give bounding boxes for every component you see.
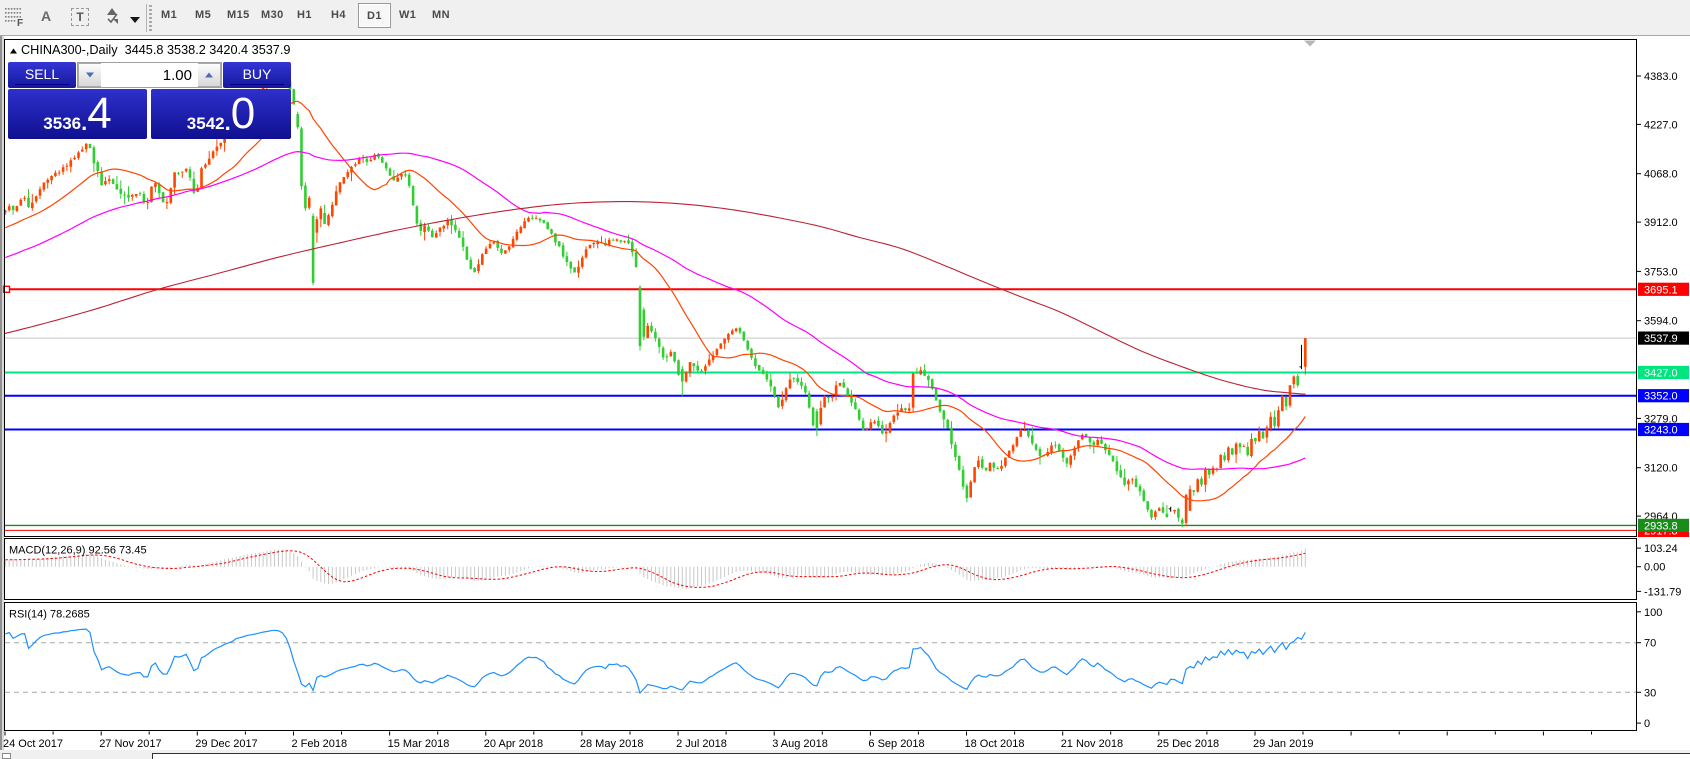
svg-text:3427.0: 3427.0 [1644,368,1678,380]
svg-text:2 Jul 2018: 2 Jul 2018 [676,738,727,750]
svg-text:0.00: 0.00 [1644,562,1665,574]
svg-text:-131.79: -131.79 [1644,586,1681,598]
svg-text:18 Oct 2018: 18 Oct 2018 [965,738,1025,750]
svg-text:103.24: 103.24 [1644,543,1678,555]
svg-text:3 Aug 2018: 3 Aug 2018 [772,738,828,750]
svg-text:21 Nov 2018: 21 Nov 2018 [1061,738,1123,750]
svg-text:4383.0: 4383.0 [1644,71,1678,83]
svg-text:15 Mar 2018: 15 Mar 2018 [388,738,450,750]
svg-text:27 Nov 2017: 27 Nov 2017 [99,738,161,750]
svg-text:F: F [17,18,23,29]
svg-text:30: 30 [1644,687,1656,699]
svg-text:CHINA300-,Daily 3445.8 3538.2: CHINA300-,Daily 3445.8 3538.2 3420.4 353… [21,43,290,57]
svg-text:3279.0: 3279.0 [1644,413,1678,425]
svg-text:0: 0 [1644,718,1650,730]
svg-text:25 Dec 2018: 25 Dec 2018 [1157,738,1219,750]
svg-text:3120.0: 3120.0 [1644,463,1678,475]
svg-text:3352.0: 3352.0 [1644,391,1678,403]
svg-text:28 May 2018: 28 May 2018 [580,738,644,750]
svg-text:2933.8: 2933.8 [1644,520,1678,532]
svg-text:24 Oct 2017: 24 Oct 2017 [3,738,63,750]
svg-text:2 Feb 2018: 2 Feb 2018 [292,738,348,750]
svg-text:20 Apr 2018: 20 Apr 2018 [484,738,543,750]
svg-text:29 Dec 2017: 29 Dec 2017 [195,738,257,750]
svg-text:3594.0: 3594.0 [1644,316,1678,328]
svg-text:3753.0: 3753.0 [1644,266,1678,278]
svg-text:100: 100 [1644,607,1662,619]
svg-text:4068.0: 4068.0 [1644,169,1678,181]
svg-text:6 Sep 2018: 6 Sep 2018 [868,738,924,750]
svg-text:3912.0: 3912.0 [1644,217,1678,229]
svg-text:29 Jan 2019: 29 Jan 2019 [1253,738,1314,750]
svg-text:3537.9: 3537.9 [1644,333,1678,345]
svg-text:MACD(12,26,9) 92.56 73.45: MACD(12,26,9) 92.56 73.45 [9,545,147,557]
svg-text:3695.1: 3695.1 [1644,284,1678,296]
svg-text:4227.0: 4227.0 [1644,119,1678,131]
svg-text:RSI(14) 78.2685: RSI(14) 78.2685 [9,609,90,621]
svg-text:70: 70 [1644,638,1656,650]
svg-text:3243.0: 3243.0 [1644,425,1678,437]
